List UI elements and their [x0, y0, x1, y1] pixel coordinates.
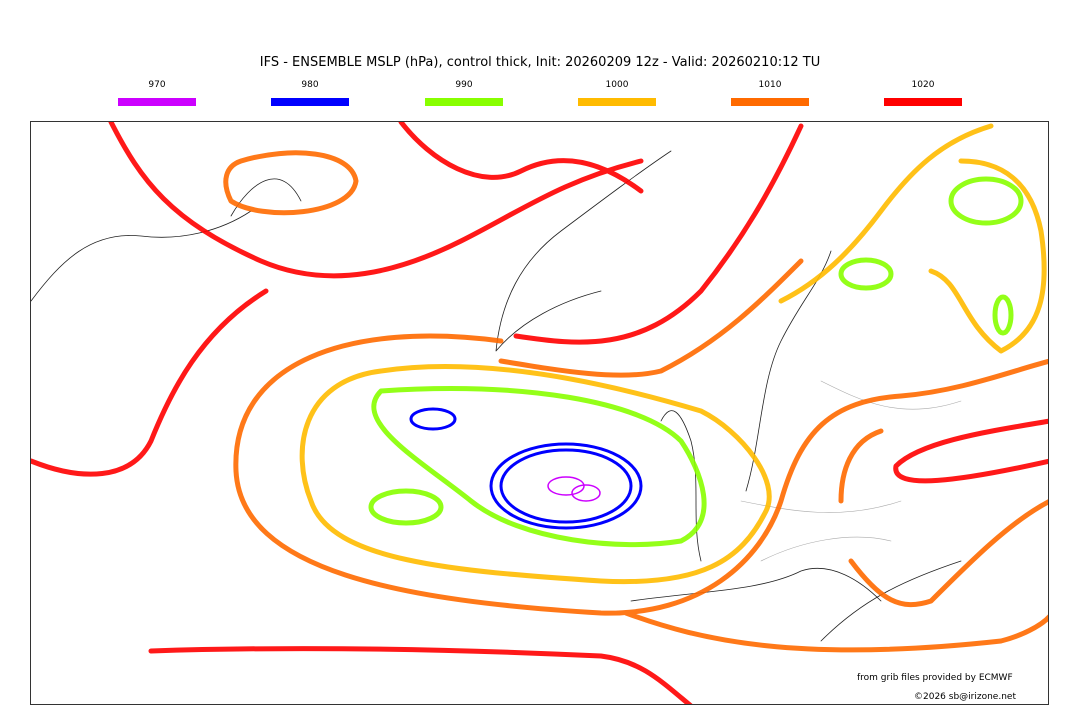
legend-swatch	[731, 98, 809, 106]
copyright: ©2026 sb@irizone.net	[914, 692, 1016, 702]
legend-item-1000: 1000	[578, 80, 656, 106]
mslp-map	[30, 121, 1049, 705]
legend-swatch	[884, 98, 962, 106]
legend-item-980: 980	[271, 80, 349, 106]
isobars-1010	[223, 150, 1048, 653]
isobars-990	[368, 176, 1024, 548]
legend-label: 980	[301, 80, 319, 90]
legend-label: 1020	[911, 80, 935, 90]
legend-swatch	[118, 98, 196, 106]
isobars-1000	[299, 123, 1047, 585]
legend-item-1010: 1010	[731, 80, 809, 106]
legend-label: 1000	[605, 80, 629, 90]
isobars-970	[547, 476, 601, 502]
legend-item-970: 970	[118, 80, 196, 106]
legend-item-1020: 1020	[884, 80, 962, 106]
legend-label: 1010	[758, 80, 782, 90]
legend-swatch	[578, 98, 656, 106]
legend-item-990: 990	[425, 80, 503, 106]
legend-label: 970	[148, 80, 166, 90]
legend-label: 990	[455, 80, 473, 90]
chart-title: IFS - ENSEMBLE MSLP (hPa), control thick…	[259, 55, 821, 70]
isobars-980	[409, 407, 643, 530]
isobars-1020	[31, 122, 1048, 704]
borders	[740, 380, 962, 562]
legend-swatch	[271, 98, 349, 106]
legend-swatch	[425, 98, 503, 106]
source-credit: from grib files provided by ECMWF	[857, 673, 1013, 683]
